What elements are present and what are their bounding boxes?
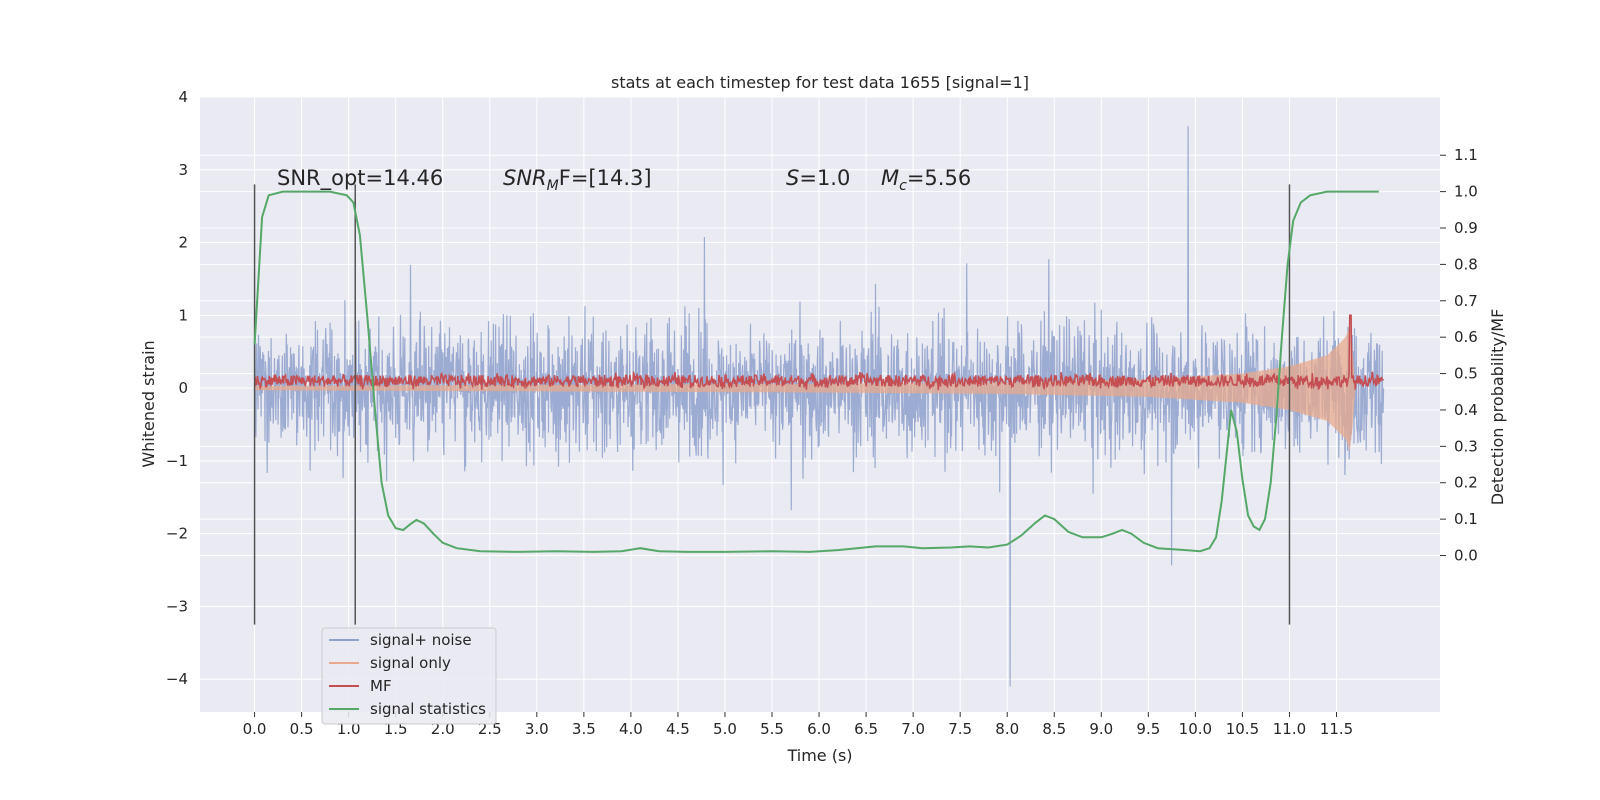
- x-tick-label: 9.5: [1136, 720, 1160, 738]
- x-tick-label: 10.5: [1226, 720, 1259, 738]
- y-tick-label: −4: [166, 670, 188, 688]
- signal-only-fill: [254, 325, 1356, 452]
- y-right-tick-label: 0.8: [1454, 255, 1478, 273]
- legend-label: signal only: [370, 654, 451, 672]
- y-right-tick-label: 1.1: [1454, 146, 1478, 164]
- y-right-tick-label: 0.7: [1454, 292, 1478, 310]
- annotations: SNR_opt=14.46 SNRMF=[14.3] S=1.0 Mc=5.56: [277, 166, 971, 194]
- x-tick-label: 11.5: [1320, 720, 1353, 738]
- legend: signal+ noise signal only MF signal statist…: [321, 627, 497, 725]
- x-tick-label: 7.0: [901, 720, 925, 738]
- y-right-tick-label: 0.1: [1454, 510, 1478, 528]
- legend-label: MF: [370, 677, 392, 695]
- y-tick-label: −1: [166, 452, 188, 470]
- x-tick-label: 5.0: [713, 720, 737, 738]
- y-tick-label: 2: [178, 234, 188, 252]
- x-tick-label: 11.0: [1273, 720, 1306, 738]
- x-tick-label: 6.0: [807, 720, 831, 738]
- signal-noise-trace: [254, 126, 1385, 687]
- signal-statistics-line: [253, 190, 1379, 553]
- x-tick-label: 6.5: [854, 720, 878, 738]
- x-tick-label: 4.5: [666, 720, 690, 738]
- y-right-tick-label: 0.6: [1454, 328, 1478, 346]
- mf-line: [253, 314, 1385, 391]
- y-right-tick-label: 0.5: [1454, 365, 1478, 383]
- y-tick-label: 1: [178, 306, 188, 324]
- signal-noise-line: [254, 126, 1385, 687]
- legend-box: [321, 627, 497, 725]
- y-right-tick-label: 0.9: [1454, 219, 1478, 237]
- chart-title: stats at each timestep for test data 165…: [611, 73, 1029, 92]
- y-tick-label: −3: [166, 597, 188, 615]
- y-tick-label: 0: [178, 379, 188, 397]
- x-tick-label: 9.0: [1089, 720, 1113, 738]
- x-tick-label: 0.0: [243, 720, 267, 738]
- y-right-tick-label: 0.3: [1454, 437, 1478, 455]
- x-tick-label: 7.5: [948, 720, 972, 738]
- x-tick-label: 3.5: [572, 720, 596, 738]
- x-tick-label: 8.5: [1042, 720, 1066, 738]
- y-tick-label: 4: [178, 88, 188, 106]
- y-right-tick-label: 0.0: [1454, 547, 1478, 565]
- x-tick-label: 4.0: [619, 720, 643, 738]
- y-axis-right-label: Detection probability/MF: [1488, 309, 1507, 506]
- signal-statistics-trace: [253, 190, 1379, 553]
- x-tick-label: 0.5: [290, 720, 314, 738]
- y-axis-label: Whitened strain: [139, 340, 158, 467]
- x-tick-label: 5.5: [760, 720, 784, 738]
- y-right-tick-label: 1.0: [1454, 183, 1478, 201]
- y-tick-label: −2: [166, 525, 188, 543]
- x-tick-label: 10.0: [1179, 720, 1212, 738]
- legend-label: signal statistics: [370, 700, 486, 718]
- x-tick-label: 8.0: [995, 720, 1019, 738]
- annotation-s: S=1.0: [786, 166, 850, 190]
- x-axis-label: Time (s): [786, 746, 852, 765]
- annotation-snr-mf: SNRMF=[14.3]: [503, 166, 652, 194]
- axis-ticks: 0.0 0.5 1.0 1.5 2.0 2.5 3.0 3.5 4.0 4.5 5.0 5.5 6.0 6…: [166, 88, 1478, 738]
- y-right-tick-label: 0.4: [1454, 401, 1478, 419]
- annotation-snr-opt: SNR_opt=14.46: [277, 166, 443, 191]
- legend-label: signal+ noise: [370, 631, 472, 649]
- mf-trace: [253, 314, 1385, 391]
- y-tick-label: 3: [178, 161, 188, 179]
- vertical-markers: [253, 184, 1291, 625]
- annotation-mc: Mc=5.56: [881, 166, 971, 194]
- signal-only-trace: [254, 325, 1356, 452]
- y-right-tick-label: 0.2: [1454, 474, 1478, 492]
- x-tick-label: 3.0: [525, 720, 549, 738]
